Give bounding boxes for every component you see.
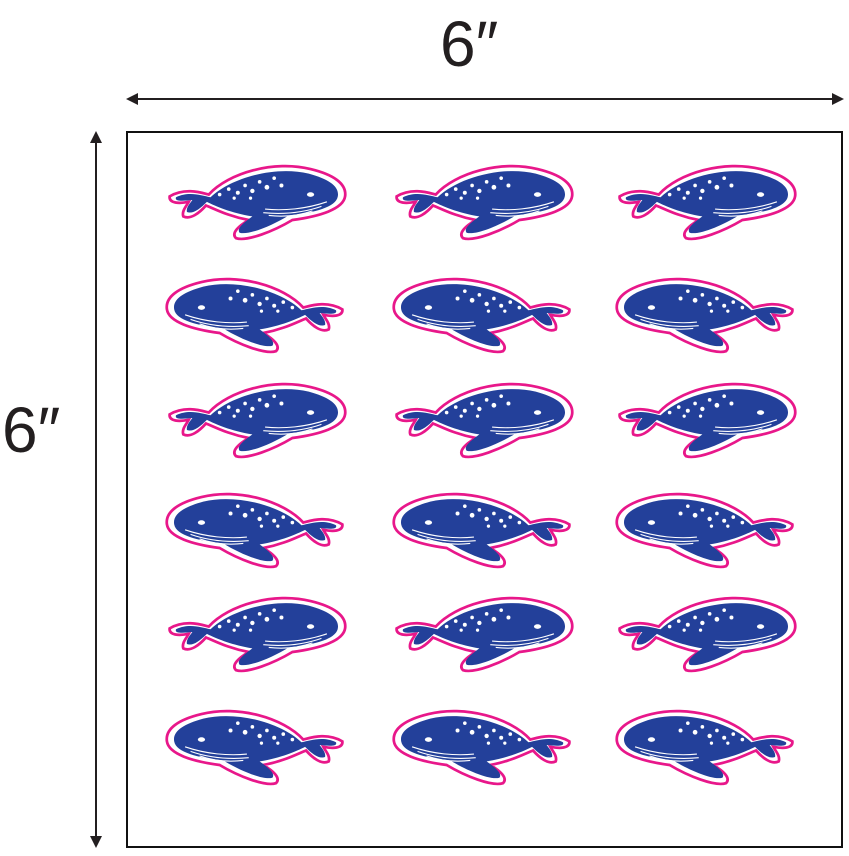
whale-icon [615,277,794,354]
whale-sticker [395,382,574,459]
whale-sticker [618,596,797,673]
whale-icon [392,277,571,354]
whale-sticker [392,709,571,786]
whale-icon [168,382,347,459]
whale-icon [168,164,347,241]
height-dimension-label: 6″ [2,394,61,466]
whale-icon [165,492,344,569]
whale-icon [615,709,794,786]
whale-icon [618,164,797,241]
whale-icon [618,382,797,459]
whale-icon [168,596,347,673]
whale-icon [165,277,344,354]
whale-sticker [395,164,574,241]
whale-icon [618,596,797,673]
whale-icon [395,596,574,673]
whale-icon [615,492,794,569]
width-arrow [126,93,844,105]
whale-icon [392,492,571,569]
whale-sticker [615,492,794,569]
height-arrow [90,131,102,848]
whale-sticker [618,164,797,241]
whale-sticker [618,382,797,459]
whale-sticker [165,709,344,786]
whale-icon [395,164,574,241]
whale-sticker [395,596,574,673]
whale-sticker [168,596,347,673]
whale-sticker [615,709,794,786]
whale-sticker [392,277,571,354]
whale-sticker [392,492,571,569]
whale-sticker [168,164,347,241]
whale-sticker [168,382,347,459]
whale-icon [392,709,571,786]
whale-icon [165,709,344,786]
whale-icon [395,382,574,459]
whale-sticker [615,277,794,354]
whale-sticker [165,492,344,569]
whale-sticker [165,277,344,354]
width-dimension-label: 6″ [440,8,499,80]
